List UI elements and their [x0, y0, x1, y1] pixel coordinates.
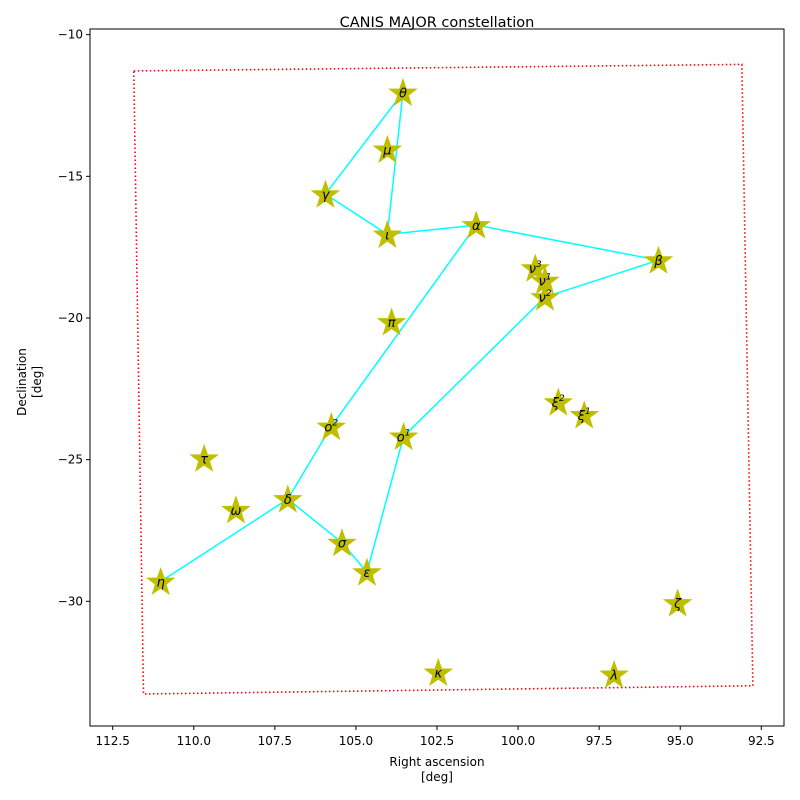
- y-axis-unit: [deg]: [30, 366, 44, 398]
- star-label-sup-nu3: 3: [536, 260, 542, 270]
- constellation-line-delta-sigma: [287, 498, 343, 544]
- star-label-iota: ι: [385, 228, 389, 243]
- constellation-line-alpha-omicron2: [330, 224, 477, 427]
- star-marker-mu: [372, 134, 403, 163]
- star-label-kappa: κ: [434, 666, 442, 681]
- y-tick-label: −20: [58, 311, 83, 325]
- x-tick-label: 95.0: [667, 734, 694, 748]
- star-label-epsilon: ε: [363, 566, 370, 581]
- star-marker-omicron2: [316, 411, 347, 441]
- constellation-line-alpha-beta: [476, 224, 659, 261]
- star-label-lambda: λ: [609, 668, 618, 683]
- constellation-line-iota-alpha: [387, 224, 477, 236]
- star-label-sup-nu2: 2: [546, 289, 552, 299]
- x-tick-label: 92.5: [748, 734, 775, 748]
- star-label-tau: τ: [200, 452, 208, 467]
- constellation-line-gamma-iota: [325, 193, 388, 236]
- constellation-line-theta-gamma: [324, 92, 404, 195]
- y-tick-label: −30: [58, 594, 83, 608]
- x-tick-label: 110.0: [177, 734, 211, 748]
- constellation-lines: [160, 92, 659, 583]
- star-marker-iota: [372, 219, 403, 248]
- x-tick-label: 107.5: [258, 734, 292, 748]
- y-tick-label: −10: [58, 28, 83, 42]
- star-label-delta: δ: [284, 493, 292, 508]
- star-marker-omega: [221, 495, 251, 524]
- constellation-line-delta-eta: [160, 498, 289, 583]
- constellation-boundary: [132, 63, 754, 695]
- star-marker-omicron1: [388, 421, 419, 450]
- constellation-line-omicron1-nu2: [403, 296, 546, 437]
- x-tick-label: 102.5: [420, 734, 454, 748]
- y-axis-ticks: −10 −15 −20 −25 −30: [58, 28, 90, 608]
- x-tick-label: 97.5: [586, 734, 613, 748]
- star-marker-alpha: [461, 210, 491, 239]
- boundary-layer: [132, 63, 754, 695]
- star-marker-eta: [145, 566, 176, 596]
- star-marker-lambda: [599, 659, 629, 688]
- star-marker-nu3: [520, 253, 551, 282]
- y-tick-label: −25: [58, 453, 83, 467]
- star-label-eta: η: [157, 576, 165, 591]
- star-marker-kappa: [423, 657, 454, 687]
- plot-frame: [89, 28, 785, 727]
- star-label-zeta: ζ: [673, 597, 682, 612]
- x-tick-label: 112.5: [96, 734, 130, 748]
- constellation-line-epsilon-omicron1: [366, 436, 405, 573]
- star-marker-beta: [643, 245, 674, 274]
- star-marker-xi1: [569, 400, 599, 429]
- constellation-line-nu2-beta: [544, 259, 659, 298]
- star-marker-nu2: [530, 282, 560, 311]
- star-marker-xi2: [543, 387, 574, 416]
- star-label-beta: β: [653, 254, 662, 269]
- star-marker-epsilon: [352, 557, 382, 586]
- star-label-pi: π: [388, 316, 396, 331]
- y-tick-label: −15: [58, 169, 83, 183]
- star-label-omega: ω: [230, 504, 241, 519]
- x-axis-unit: [deg]: [421, 770, 453, 784]
- star-label-mu: μ: [382, 143, 391, 158]
- constellation-line-theta-iota: [386, 92, 404, 235]
- star-marker-pi: [376, 307, 407, 336]
- star-label-sup-omicron1: 1: [405, 428, 411, 438]
- x-axis-ticks: 112.5 110.0 107.5 105.0 102.5 100.0 97.5 95.0 92…: [96, 726, 775, 748]
- chart-title: CANIS MAJOR constellation: [340, 15, 535, 31]
- star-label-sup-xi2: 2: [559, 394, 565, 404]
- star-marker-theta: [388, 77, 418, 107]
- star-marker-delta: [273, 484, 303, 513]
- star-label-gamma: γ: [322, 188, 331, 203]
- star-label-sup-nu1: 1: [546, 273, 552, 283]
- x-tick-label: 100.0: [501, 734, 535, 748]
- star-marker-tau: [189, 443, 219, 472]
- star-label-sup-xi1: 1: [585, 407, 591, 417]
- x-tick-label: 105.0: [339, 734, 373, 748]
- star-marker-sigma: [327, 528, 357, 557]
- star-label-theta: θ: [399, 86, 407, 101]
- star-label-sup-omicron2: 2: [332, 419, 338, 429]
- star-label-alpha: α: [472, 219, 481, 234]
- y-axis-label: Declination: [15, 348, 29, 416]
- star-marker-gamma: [310, 179, 341, 208]
- star-marker-zeta: [662, 588, 693, 617]
- x-axis-label: Right ascension: [389, 755, 484, 769]
- star-label-sigma: σ: [338, 537, 347, 552]
